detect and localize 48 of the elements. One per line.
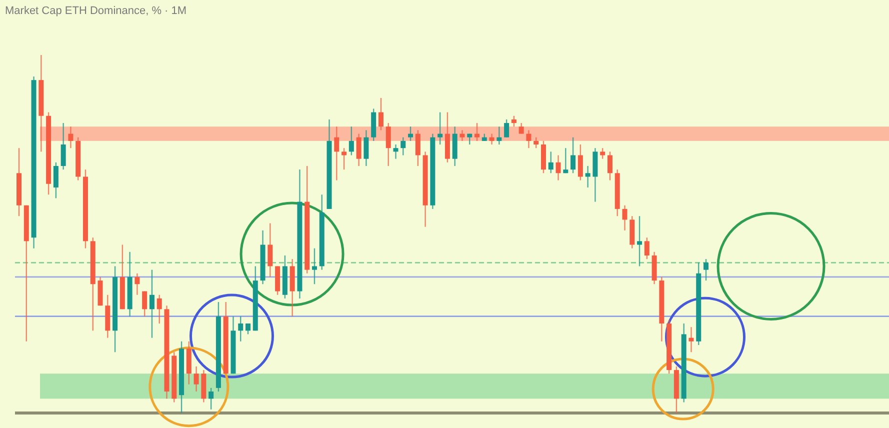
candlestick [268, 222, 273, 278]
candlestick [149, 269, 154, 338]
candlestick [364, 130, 369, 167]
chart-title: Market Cap ETH Dominance, % · 1M [5, 5, 187, 17]
candlestick [607, 151, 612, 181]
candlestick [156, 294, 162, 324]
candlestick [548, 151, 554, 174]
candlestick [415, 130, 420, 167]
candlestick [53, 162, 58, 199]
candlestick [534, 136, 539, 149]
candlestick [438, 112, 443, 146]
candlestick [342, 147, 347, 170]
candlestick [518, 122, 524, 134]
candlestick [134, 272, 140, 296]
candlestick [348, 126, 354, 156]
candlestick [408, 126, 414, 142]
candlestick [563, 147, 568, 174]
candlestick [526, 130, 532, 149]
candlestick [68, 126, 74, 149]
candlestick [208, 387, 214, 410]
candlestick [570, 136, 576, 174]
candlestick [622, 204, 628, 232]
candlestick [400, 136, 406, 156]
candlestick [142, 290, 148, 317]
candlestick [474, 122, 480, 142]
candlestick [246, 322, 250, 335]
candlestick [504, 118, 510, 138]
candlestick [511, 115, 516, 128]
candlestick [238, 316, 244, 342]
candlestick [460, 130, 465, 142]
candlestick [386, 122, 391, 167]
candlestick [312, 248, 317, 285]
candlestick [194, 366, 199, 392]
candlestick [334, 126, 340, 181]
candlestick [393, 144, 398, 160]
candlestick [60, 122, 66, 170]
candlestick [585, 165, 590, 188]
candlestick [496, 126, 502, 146]
candlestick [489, 133, 494, 146]
candlestick [704, 258, 708, 282]
candlestick [578, 144, 583, 181]
candlestick [688, 326, 694, 353]
candlestick [600, 147, 606, 160]
candlestick [378, 97, 384, 131]
candlestick [637, 216, 642, 267]
candlestick [356, 133, 362, 167]
candlestick [556, 154, 561, 181]
candlestick [644, 236, 650, 260]
